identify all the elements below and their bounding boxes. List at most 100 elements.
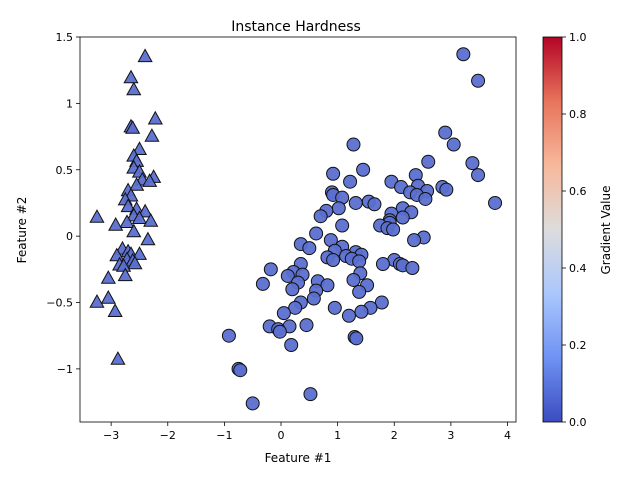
circle-point xyxy=(285,282,300,297)
colorbar-label: Gradient Value xyxy=(599,186,613,275)
x-tick-label: 1 xyxy=(334,429,341,442)
circle-point xyxy=(302,241,317,256)
triangle-point xyxy=(100,289,116,304)
x-tick-label: −3 xyxy=(103,429,119,442)
x-tick-label: −2 xyxy=(160,429,176,442)
circle-point xyxy=(276,306,291,321)
triangle-point xyxy=(137,203,153,218)
triangle-point xyxy=(123,69,139,84)
triangle-point xyxy=(126,223,142,238)
circle-point xyxy=(367,197,382,212)
circle-point xyxy=(272,324,287,339)
circle-point xyxy=(331,201,346,216)
circle-point xyxy=(299,318,314,333)
circle-point xyxy=(446,137,461,152)
circle-point xyxy=(488,195,503,210)
x-axis-label: Feature #1 xyxy=(265,451,332,465)
circle-point xyxy=(284,338,299,352)
circle-point xyxy=(439,182,454,197)
y-tick-label: 1 xyxy=(66,97,73,110)
colorbar-tick-label: 0.4 xyxy=(569,262,587,275)
circle-point xyxy=(421,154,436,169)
triangle-point xyxy=(131,246,148,260)
circle-point xyxy=(263,262,278,277)
data-points xyxy=(89,47,503,411)
circle-point xyxy=(471,168,486,183)
x-tick-label: −1 xyxy=(216,429,232,442)
colorbar-gradient xyxy=(542,36,563,423)
triangle-point xyxy=(143,212,159,227)
circle-point xyxy=(471,73,486,88)
circle-point xyxy=(352,284,367,299)
x-tick-label: 3 xyxy=(447,429,454,442)
circle-point xyxy=(407,233,422,248)
circle-point xyxy=(418,191,433,206)
circle-point xyxy=(306,291,321,306)
circle-point xyxy=(313,209,328,224)
triangle-point xyxy=(125,120,141,134)
circle-point xyxy=(354,304,369,319)
colorbar-tick-label: 0.8 xyxy=(569,108,587,121)
circle-point xyxy=(438,125,453,140)
circle-point xyxy=(255,276,270,291)
triangle-point xyxy=(131,141,148,155)
y-tick-label: 0.5 xyxy=(56,164,74,177)
triangle-point xyxy=(107,303,123,317)
triangle-point xyxy=(129,177,145,191)
circle-point xyxy=(386,222,401,237)
x-tick-label: 2 xyxy=(391,429,398,442)
circle-point xyxy=(346,272,361,287)
colorbar-tick-label: 1.0 xyxy=(569,31,587,44)
circle-point xyxy=(356,162,371,177)
circle-point xyxy=(320,278,335,293)
circle-point xyxy=(288,300,303,315)
circle-point xyxy=(335,218,350,233)
triangle-point xyxy=(127,255,143,270)
circle-point xyxy=(341,308,356,323)
triangle-point xyxy=(126,81,142,96)
circle-point xyxy=(233,363,248,378)
colorbar-tick-label: 0.2 xyxy=(569,339,587,352)
colorbar-ticks: 0.0 0.2 0.4 0.6 0.8 1.0 xyxy=(562,31,587,429)
x-tick-label: 0 xyxy=(278,429,285,442)
circle-point xyxy=(374,295,389,310)
y-tick-label: 1.5 xyxy=(56,31,74,44)
circle-point xyxy=(245,396,260,411)
x-axis: −3 −2 −1 0 1 2 3 4 xyxy=(103,422,511,442)
circle-point xyxy=(221,328,236,343)
triangle-point xyxy=(137,48,153,63)
circle-point xyxy=(349,331,364,346)
y-axis: −1 −0.5 0 0.5 1 1.5 xyxy=(46,31,80,376)
triangle-point xyxy=(108,216,124,231)
circle-point xyxy=(326,253,341,268)
triangle-point xyxy=(140,231,156,246)
y-tick-label: 0 xyxy=(66,230,73,243)
circle-point xyxy=(395,210,410,225)
circle-point xyxy=(303,387,318,402)
circle-point xyxy=(465,156,480,171)
triangle-point xyxy=(144,128,160,142)
triangle-point xyxy=(110,351,126,365)
y-tick-label: −1 xyxy=(57,363,73,376)
circle-point xyxy=(348,195,363,210)
circle-point xyxy=(280,268,295,283)
circle-point xyxy=(327,300,342,315)
triangle-point xyxy=(119,214,135,228)
plot-frame xyxy=(79,36,517,423)
colorbar-tick-label: 0.0 xyxy=(569,416,587,429)
circle-point xyxy=(309,226,324,241)
triangle-point xyxy=(89,209,105,223)
circle-point xyxy=(346,137,361,152)
triangle-point xyxy=(109,247,125,262)
x-tick-label: 4 xyxy=(504,429,511,442)
colorbar-tick-label: 0.6 xyxy=(569,185,587,198)
circle-point xyxy=(352,254,367,269)
y-tick-label: −0.5 xyxy=(46,297,73,310)
triangle-point xyxy=(147,110,163,125)
circle-point xyxy=(375,257,390,272)
triangle-point xyxy=(120,198,136,213)
circle-point xyxy=(456,47,471,62)
colorbar: 0.0 0.2 0.4 0.6 0.8 1.0 Gradient Value xyxy=(542,31,613,429)
y-axis-label: Feature #2 xyxy=(15,197,29,264)
